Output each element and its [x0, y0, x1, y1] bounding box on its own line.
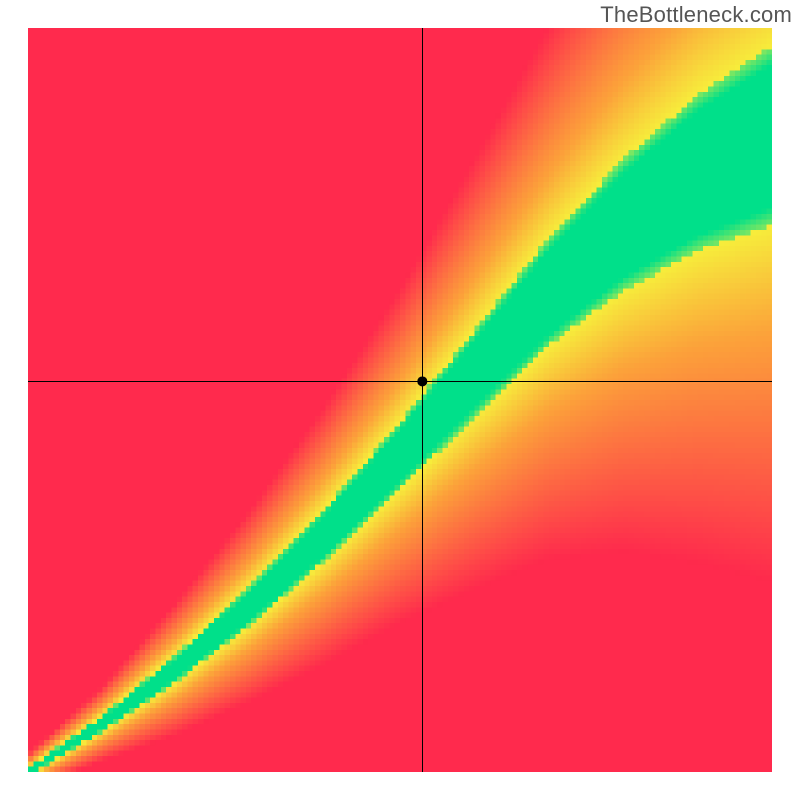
crosshair-overlay: [28, 28, 772, 772]
chart-container: TheBottleneck.com: [0, 0, 800, 800]
watermark-text: TheBottleneck.com: [600, 2, 792, 28]
